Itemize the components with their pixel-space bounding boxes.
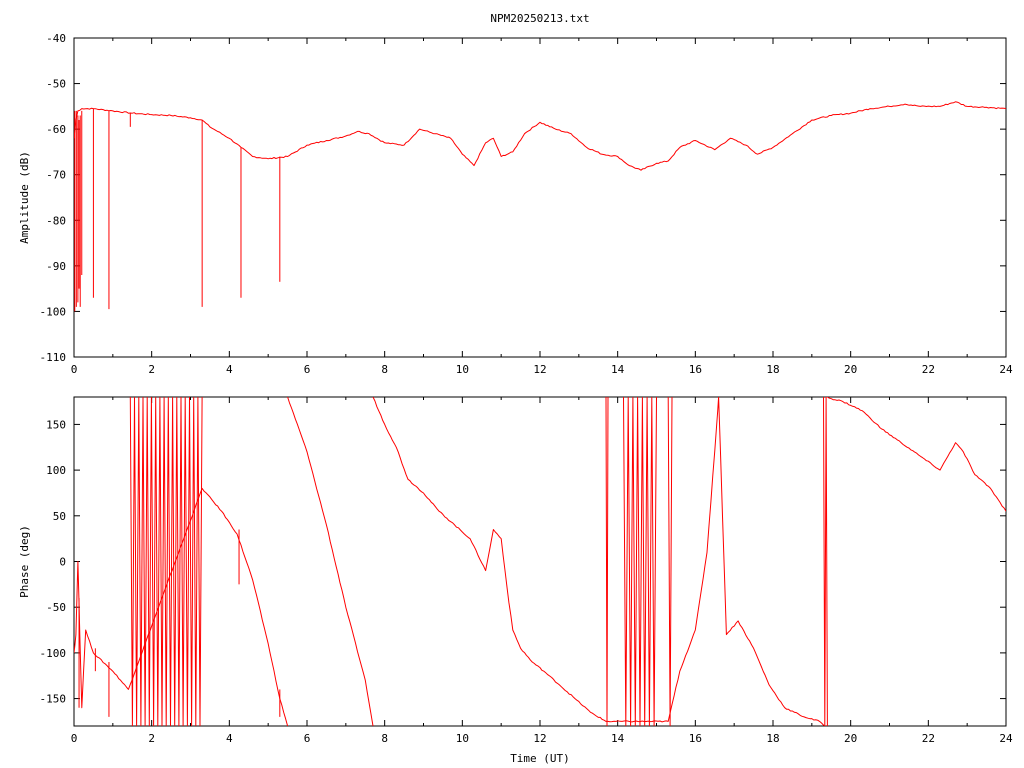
y-tick-label: -150	[40, 693, 67, 706]
x-tick-label: 0	[71, 363, 78, 376]
x-tick-label: 12	[533, 732, 546, 745]
x-tick-label: 24	[999, 732, 1013, 745]
x-tick-label: 4	[226, 732, 233, 745]
y-tick-label: 150	[46, 418, 66, 431]
x-tick-label: 8	[381, 732, 388, 745]
y-tick-label: -50	[46, 601, 66, 614]
x-tick-label: 18	[766, 363, 779, 376]
y-tick-label: 50	[53, 510, 66, 523]
x-tick-label: 20	[844, 732, 857, 745]
amplitude-data-layer	[74, 101, 1006, 312]
y-tick-label: -110	[40, 351, 67, 364]
x-tick-label: 10	[456, 732, 469, 745]
phase-data-layer	[74, 397, 1006, 726]
x-tick-label: 22	[922, 363, 935, 376]
x-tick-label: 14	[611, 732, 625, 745]
x-tick-label: 14	[611, 363, 625, 376]
x-tick-label: 24	[999, 363, 1013, 376]
phase-wrap-band	[129, 397, 203, 726]
phase-wrap-band	[667, 397, 673, 726]
x-tick-label: 10	[456, 363, 469, 376]
y-tick-label: -80	[46, 214, 66, 227]
amplitude-y-axis-label: Amplitude (dB)	[18, 151, 31, 244]
x-tick-label: 16	[689, 732, 702, 745]
amplitude-panel: 0 2 4 6 8 10 12 14 16 18 20 22 24-40-50-60-70-80-90-…	[40, 32, 1013, 376]
phase-wrap-band	[623, 397, 657, 726]
x-tick-label: 8	[381, 363, 388, 376]
x-tick-label: 12	[533, 363, 546, 376]
x-tick-label: 16	[689, 363, 702, 376]
y-tick-label: -100	[40, 305, 67, 318]
phase-y-axis-label: Phase (deg)	[18, 525, 31, 598]
x-tick-label: 2	[148, 363, 155, 376]
x-tick-label: 22	[922, 732, 935, 745]
y-tick-label: 0	[59, 556, 66, 569]
x-tick-label: 6	[304, 732, 311, 745]
y-tick-label: -70	[46, 169, 66, 182]
x-tick-label: 20	[844, 363, 857, 376]
x-tick-label: 18	[766, 732, 779, 745]
y-tick-label: -50	[46, 78, 66, 91]
amplitude-plot-frame	[73, 37, 1007, 358]
y-tick-label: -60	[46, 123, 66, 136]
y-tick-label: -40	[46, 32, 66, 45]
phase-wrap-band	[605, 397, 609, 726]
x-tick-label: 4	[226, 363, 233, 376]
time-x-axis-label: Time (UT)	[510, 752, 570, 765]
phase-wrap-band	[823, 397, 828, 726]
y-tick-label: -90	[46, 260, 66, 273]
y-tick-label: 100	[46, 464, 66, 477]
x-tick-label: 2	[148, 732, 155, 745]
y-tick-label: -100	[40, 647, 67, 660]
x-tick-label: 0	[71, 732, 78, 745]
amplitude-series-line	[74, 101, 1006, 171]
phase-plot-frame	[73, 396, 1007, 727]
phase-panel: 0 2 4 6 8 10 12 14 16 18 20 22 24150100500-50-100-15…	[40, 396, 1013, 745]
phase-series-line	[74, 397, 1006, 726]
x-tick-label: 6	[304, 363, 311, 376]
chart-title: NPM20250213.txt	[490, 12, 589, 25]
